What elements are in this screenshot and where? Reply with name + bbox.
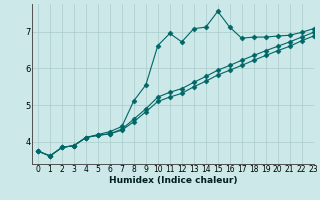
X-axis label: Humidex (Indice chaleur): Humidex (Indice chaleur) <box>108 176 237 185</box>
